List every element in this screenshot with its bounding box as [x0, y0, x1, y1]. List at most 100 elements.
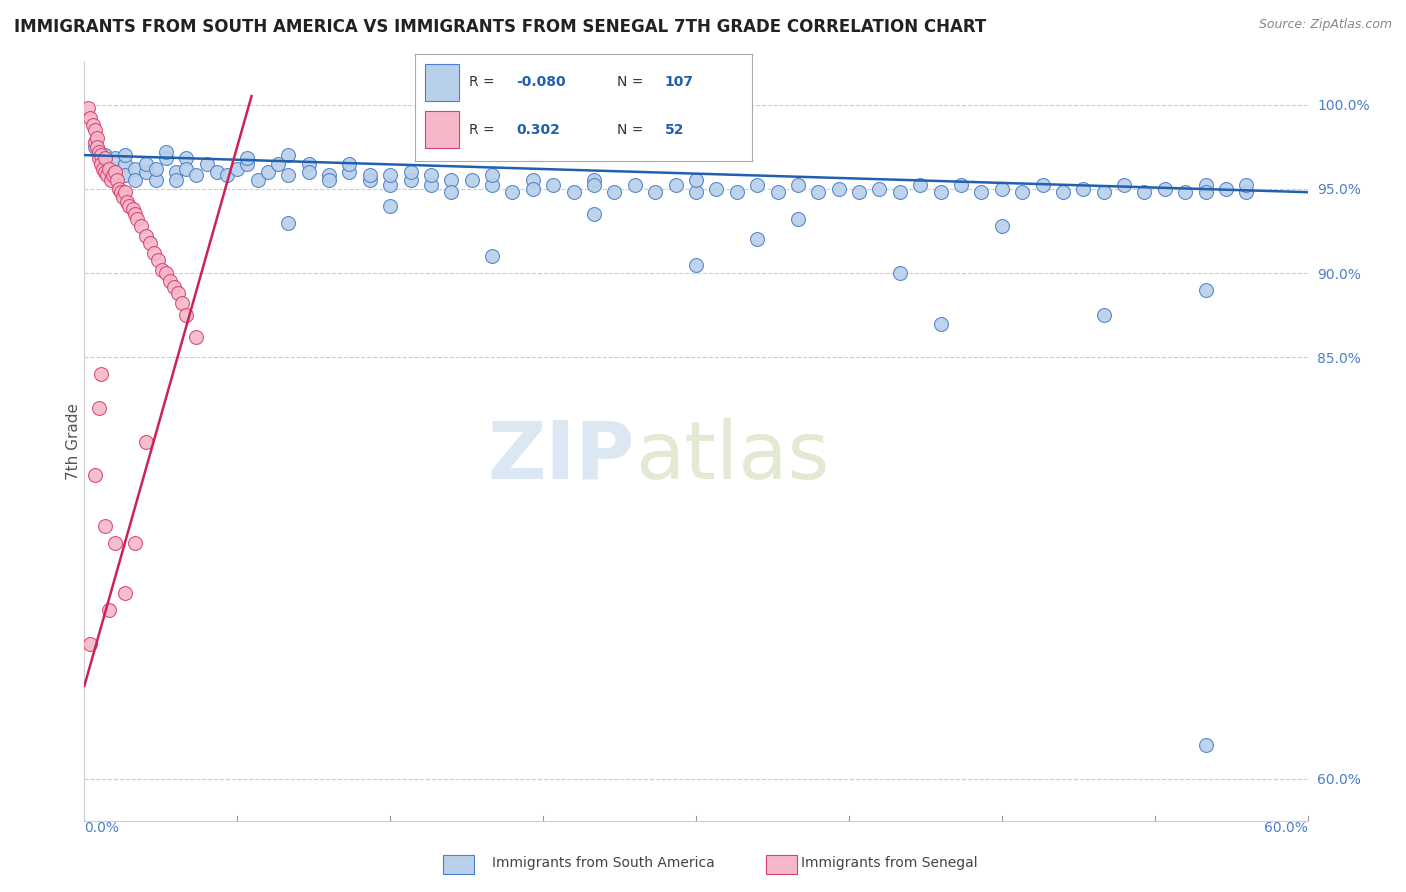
Point — [87, 145, 110, 159]
Point — [318, 169, 340, 183]
Point — [929, 317, 952, 331]
Point — [1052, 185, 1074, 199]
Point — [138, 235, 160, 250]
Point — [298, 156, 321, 170]
Point — [155, 152, 177, 166]
Point — [1114, 178, 1136, 193]
Point — [420, 178, 443, 193]
Point — [644, 185, 666, 199]
Point — [1073, 182, 1095, 196]
Point — [440, 185, 463, 199]
Point — [217, 169, 239, 183]
Point — [583, 178, 606, 193]
Point — [603, 185, 626, 199]
Point — [665, 178, 688, 193]
Point — [1195, 178, 1218, 193]
Point — [910, 178, 932, 193]
Point — [93, 156, 115, 170]
Text: 52: 52 — [665, 122, 683, 136]
Point — [124, 535, 146, 549]
Point — [104, 535, 127, 549]
Point — [159, 275, 181, 289]
Point — [420, 169, 443, 183]
Point — [359, 169, 381, 183]
Text: atlas: atlas — [636, 417, 830, 496]
Point — [124, 173, 146, 187]
Point — [165, 165, 187, 179]
Point — [481, 169, 503, 183]
Point — [86, 139, 108, 153]
Point — [104, 165, 127, 179]
Point — [114, 148, 136, 162]
Text: 0.302: 0.302 — [516, 122, 560, 136]
Point — [970, 185, 993, 199]
Point — [104, 152, 127, 166]
Text: N =: N = — [617, 122, 644, 136]
Point — [828, 182, 851, 196]
Point — [90, 367, 112, 381]
Point — [257, 165, 280, 179]
Text: ZIP: ZIP — [488, 417, 636, 496]
Point — [110, 185, 132, 199]
Point — [105, 173, 128, 187]
Point — [114, 185, 136, 199]
Point — [399, 165, 422, 179]
Point — [142, 245, 165, 260]
Point — [543, 178, 565, 193]
Point — [155, 266, 177, 280]
Point — [135, 156, 157, 170]
Point — [848, 185, 870, 199]
Text: IMMIGRANTS FROM SOUTH AMERICA VS IMMIGRANTS FROM SENEGAL 7TH GRADE CORRELATION C: IMMIGRANTS FROM SOUTH AMERICA VS IMMIGRA… — [14, 18, 987, 36]
Bar — [425, 64, 458, 101]
Text: Source: ZipAtlas.com: Source: ZipAtlas.com — [1258, 18, 1392, 31]
Point — [174, 161, 197, 176]
Point — [167, 286, 190, 301]
Point — [93, 165, 115, 179]
Point — [83, 123, 105, 137]
Point — [277, 215, 299, 229]
Point — [1195, 738, 1218, 752]
Point — [79, 637, 101, 651]
Text: -0.080: -0.080 — [516, 76, 565, 89]
Point — [267, 156, 290, 170]
Point — [114, 586, 136, 600]
Point — [246, 173, 269, 187]
Point — [889, 185, 911, 199]
Point — [163, 279, 186, 293]
Point — [766, 185, 789, 199]
Point — [90, 148, 112, 162]
Point — [186, 330, 208, 344]
Point — [112, 190, 135, 204]
Point — [118, 199, 141, 213]
Point — [522, 182, 544, 196]
Point — [277, 148, 299, 162]
Point — [950, 178, 973, 193]
Text: R =: R = — [468, 122, 495, 136]
Text: 60.0%: 60.0% — [1264, 821, 1308, 835]
Text: Immigrants from South America: Immigrants from South America — [492, 855, 714, 870]
Point — [787, 212, 810, 227]
Point — [685, 258, 707, 272]
Point — [481, 178, 503, 193]
Text: N =: N = — [617, 76, 644, 89]
Point — [186, 169, 208, 183]
Point — [461, 173, 484, 187]
Point — [1236, 178, 1258, 193]
Point — [114, 156, 136, 170]
Point — [135, 229, 157, 244]
Point — [277, 169, 299, 183]
Point — [115, 195, 138, 210]
Point — [1011, 185, 1033, 199]
Point — [93, 148, 115, 162]
Point — [83, 139, 105, 153]
Point — [145, 173, 167, 187]
Point — [685, 185, 707, 199]
Point — [869, 182, 891, 196]
Point — [991, 219, 1014, 233]
Point — [1092, 185, 1115, 199]
Point — [380, 169, 402, 183]
Point — [624, 178, 647, 193]
Point — [502, 185, 524, 199]
Point — [807, 185, 830, 199]
Point — [1215, 182, 1237, 196]
